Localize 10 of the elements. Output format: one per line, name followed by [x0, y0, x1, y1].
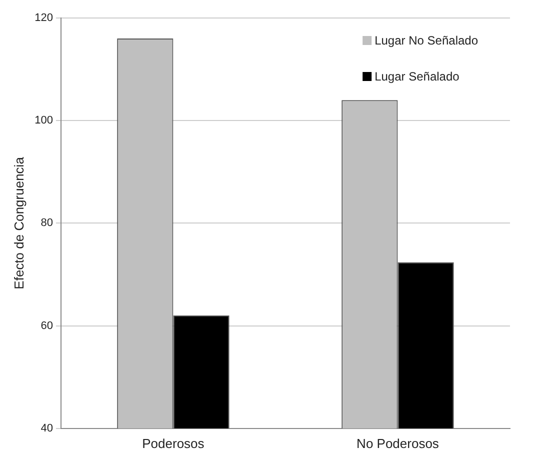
- y-tick-label: 120: [34, 12, 53, 24]
- legend-label: Lugar No Señalado: [374, 33, 478, 48]
- x-tick-label: No Poderosos: [356, 436, 440, 451]
- y-axis-title: Efecto de Congruencia: [11, 156, 26, 290]
- legend-label: Lugar Señalado: [374, 69, 460, 84]
- y-tick-label: 100: [34, 114, 53, 127]
- y-tick-label: 40: [40, 422, 53, 434]
- x-tick-label: Poderosos: [142, 436, 205, 451]
- y-tick-label: 60: [40, 320, 53, 332]
- y-tick-label: 80: [40, 217, 53, 230]
